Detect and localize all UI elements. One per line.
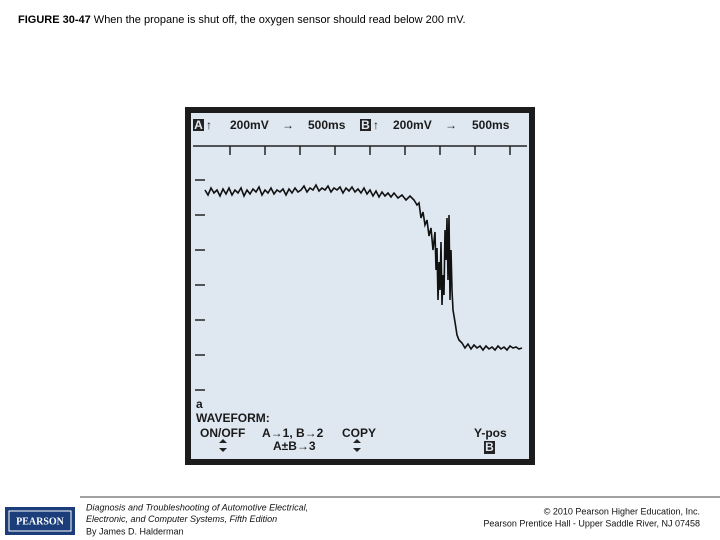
figure-caption: FIGURE 30-47 When the propane is shut of… — [18, 14, 466, 26]
book-title: Electronic, and Computer Systems, Fifth … — [86, 514, 277, 524]
pearson-logo — [5, 507, 75, 535]
assign-label: A→1, B→2 — [262, 426, 324, 440]
assign-sum-label: A±B→3 — [273, 439, 316, 453]
volts-b: 200mV — [393, 118, 432, 132]
channel-a: A — [194, 118, 203, 132]
y-pos-label: Y-pos — [474, 426, 507, 440]
logo-text: PEARSON — [16, 516, 65, 527]
book-title: Diagnosis and Troubleshooting of Automot… — [86, 502, 308, 512]
copy-label: COPY — [342, 426, 376, 440]
time-arrow-a: → — [282, 118, 294, 132]
time-arrow-b: → — [445, 118, 457, 132]
publisher: Pearson Prentice Hall - Upper Saddle Riv… — [483, 518, 700, 528]
mode-label: a — [196, 397, 203, 411]
waveform-label: WAVEFORM: — [196, 411, 270, 425]
time-a: 500ms — [308, 118, 346, 132]
channel-b: B — [361, 118, 370, 132]
volts-a: 200mV — [230, 118, 269, 132]
book-title-line: Electronic, and Computer Systems, Fifth … — [86, 514, 277, 524]
scope-screen: A ↑ 200mV → 500ms B ↑ 200mV → 500ms a WA… — [185, 107, 535, 465]
on-off-label: ON/OFF — [200, 426, 245, 440]
arrow-a: ↑ — [206, 118, 212, 132]
y-pos-channel: B — [485, 440, 494, 454]
copyright: © 2010 Pearson Higher Education, Inc. — [544, 506, 700, 516]
caption-text: When the propane is shut off, the oxygen… — [91, 14, 466, 26]
book-author: By James D. Halderman — [86, 526, 184, 536]
time-b: 500ms — [472, 118, 510, 132]
figure-number: FIGURE 30-47 — [18, 14, 91, 26]
waveform-trace — [204, 183, 523, 352]
arrow-b: ↑ — [373, 118, 379, 132]
